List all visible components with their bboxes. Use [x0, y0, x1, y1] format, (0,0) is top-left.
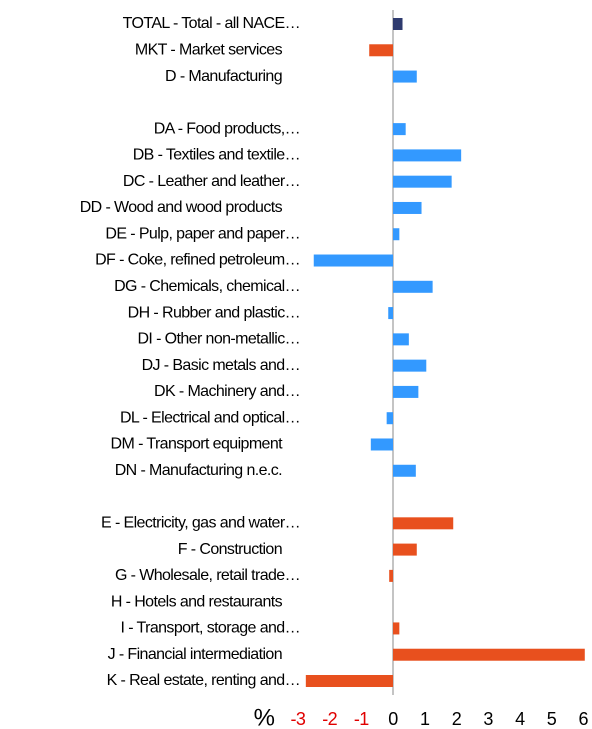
x-tick-label: 2: [452, 709, 462, 729]
y-tick-label: H - Hotels and restaurants: [111, 593, 283, 610]
y-tick-label: DD - Wood and wood products: [80, 199, 283, 216]
y-tick-label: MKT - Market services: [135, 41, 283, 58]
bar: [389, 569, 393, 582]
y-tick-label: F - Construction: [178, 541, 282, 558]
bar: [393, 70, 417, 83]
y-tick-label: DF - Coke, refined petroleum…: [95, 252, 300, 269]
y-tick-label: E - Electricity, gas and water…: [101, 515, 300, 532]
bar: [393, 333, 409, 346]
y-tick-label: DL - Electrical and optical…: [120, 409, 300, 426]
y-tick-label: K - Real estate, renting and…: [107, 672, 300, 689]
bar: [388, 307, 393, 320]
bar: [393, 149, 462, 162]
y-tick-label: DB - Textiles and textile…: [133, 147, 300, 164]
bar: [393, 359, 427, 372]
bar: [393, 123, 406, 136]
bar: [393, 201, 422, 214]
bar: [393, 622, 400, 635]
y-tick-label: DE - Pulp, paper and paper…: [105, 225, 300, 242]
y-tick-label: DK - Machinery and…: [154, 383, 300, 400]
y-tick-label: DJ - Basic metals and…: [142, 357, 300, 374]
bar: [370, 438, 393, 451]
y-tick-label: I - Transport, storage and…: [121, 620, 300, 637]
bar: [393, 543, 417, 556]
bar: [313, 254, 393, 267]
y-tick-label: DH - Rubber and plastic…: [128, 304, 300, 321]
bar: [386, 412, 393, 425]
y-tick-label: DC - Leather and leather…: [123, 173, 300, 190]
y-tick-label: G - Wholesale, retail trade…: [115, 567, 300, 584]
x-tick-label: 4: [515, 709, 525, 729]
bar: [393, 464, 416, 477]
bar: [393, 18, 403, 30]
bar: [393, 648, 585, 661]
y-tick-label: DI - Other non-metallic…: [137, 331, 300, 348]
y-tick-label: DA - Food products,…: [154, 120, 300, 137]
y-tick-label: DN - Manufacturing n.e.c.: [115, 462, 282, 479]
y-tick-label: TOTAL - Total - all NACE…: [123, 15, 300, 32]
bar: [393, 175, 452, 188]
x-tick-label: 1: [420, 709, 430, 729]
bar: [393, 228, 400, 241]
x-tick-label: -1: [354, 709, 369, 729]
y-tick-label: DG - Chemicals, chemical…: [114, 278, 300, 295]
y-tick-label: D - Manufacturing: [165, 68, 282, 85]
x-tick-label: 3: [483, 709, 493, 729]
x-axis-label: %: [254, 704, 275, 729]
bar: [393, 280, 433, 293]
x-tick-label: -2: [322, 709, 337, 729]
bar: [393, 517, 454, 530]
x-tick-label: 0: [388, 709, 398, 729]
bar: [369, 44, 393, 57]
x-tick-label: 6: [578, 709, 588, 729]
y-tick-label: DM - Transport equipment: [111, 436, 284, 453]
bar: [393, 385, 419, 398]
bar: [305, 675, 393, 687]
x-tick-label: -3: [290, 709, 305, 729]
y-tick-label: J - Financial intermediation: [108, 646, 282, 663]
x-tick-label: 5: [547, 709, 557, 729]
